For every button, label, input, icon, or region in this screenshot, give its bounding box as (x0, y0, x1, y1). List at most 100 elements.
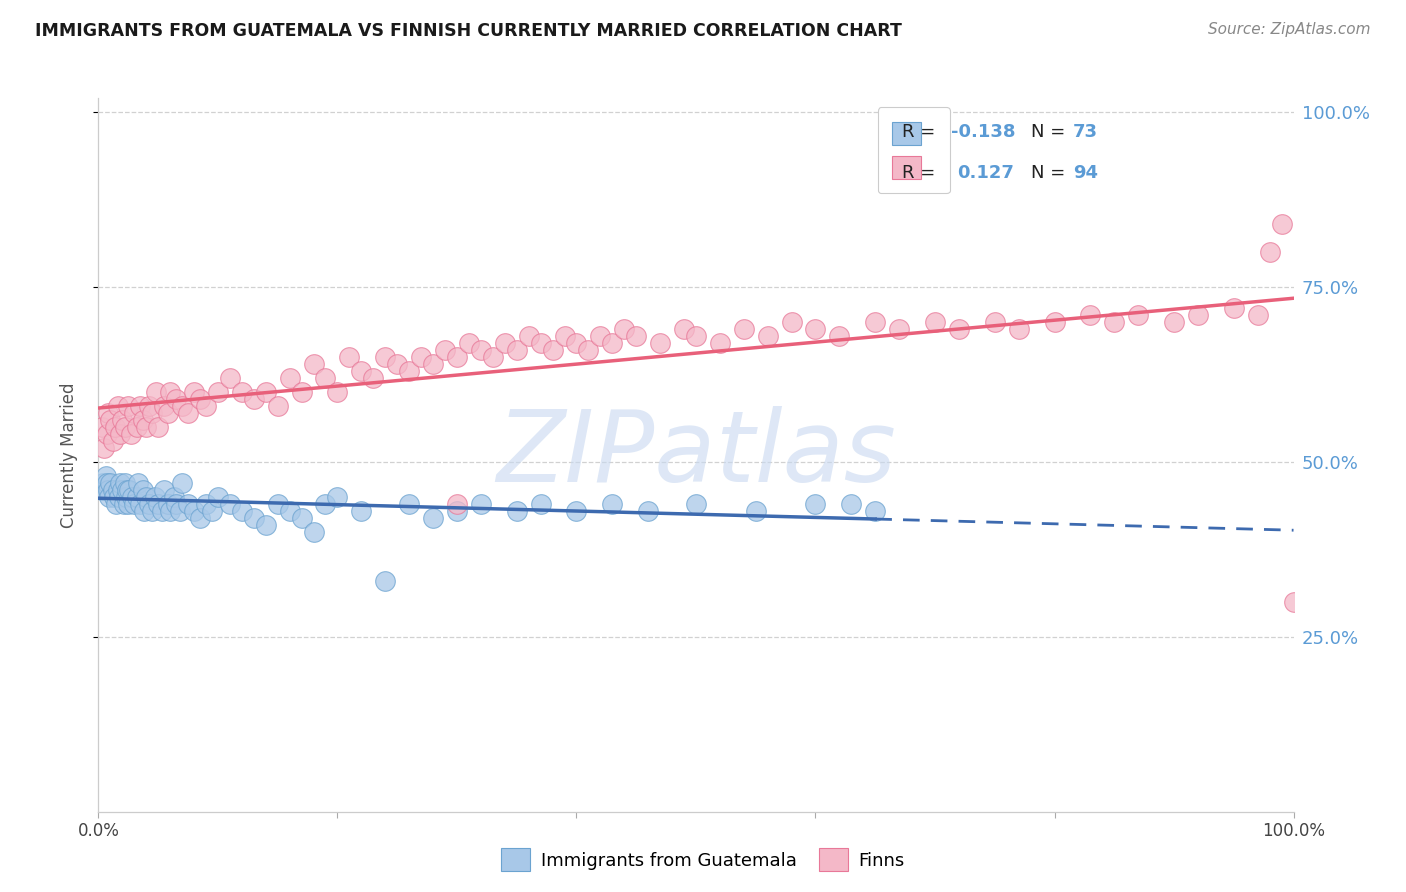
Point (648, 336, 672, 351)
Point (578, 343, 600, 357)
Point (129, 399, 152, 413)
Point (948, 322, 970, 336)
Point (97, 483, 120, 497)
Point (98, 490, 121, 504)
Point (363, 371, 385, 385)
Point (889, 322, 911, 336)
Point (446, 350, 468, 364)
Point (745, 504, 768, 518)
Point (422, 357, 444, 371)
Point (541, 343, 564, 357)
Point (804, 497, 827, 511)
Point (148, 497, 170, 511)
Point (302, 357, 325, 371)
Point (1104, 315, 1126, 329)
Point (124, 497, 146, 511)
Point (517, 329, 540, 343)
Point (125, 490, 148, 504)
Text: 0.127: 0.127 (957, 164, 1014, 182)
Text: -0.138: -0.138 (950, 123, 1015, 141)
Point (1128, 308, 1150, 322)
Point (177, 497, 200, 511)
Point (1080, 308, 1102, 322)
Point (101, 434, 124, 448)
Point (103, 490, 125, 504)
Point (254, 517, 277, 532)
Point (243, 511, 266, 525)
Point (326, 490, 349, 504)
Point (115, 490, 138, 504)
Point (91, 420, 114, 434)
Point (398, 497, 420, 511)
Point (398, 364, 420, 378)
Point (132, 504, 155, 518)
Point (267, 399, 290, 413)
Point (565, 504, 588, 518)
Point (626, 329, 648, 343)
Point (108, 475, 131, 490)
Point (924, 315, 946, 329)
Point (120, 426, 142, 441)
Point (165, 497, 187, 511)
Point (111, 483, 134, 497)
Text: N =: N = (1031, 164, 1071, 182)
Point (207, 490, 229, 504)
Point (1187, 308, 1209, 322)
Legend: , : , (877, 107, 950, 194)
Point (183, 504, 205, 518)
Point (201, 504, 224, 518)
Point (131, 413, 153, 427)
Point (98, 475, 122, 490)
Point (530, 336, 553, 351)
Point (984, 315, 1007, 329)
Point (98, 413, 122, 427)
Point (219, 497, 242, 511)
Point (374, 350, 396, 364)
Point (101, 483, 124, 497)
Point (105, 497, 128, 511)
Point (141, 504, 163, 518)
Point (685, 329, 707, 343)
Point (780, 315, 803, 329)
Point (326, 384, 349, 399)
Point (589, 329, 612, 343)
Point (231, 384, 253, 399)
Point (865, 315, 887, 329)
Point (411, 350, 433, 364)
Point (172, 475, 194, 490)
Point (506, 504, 529, 518)
Point (804, 322, 827, 336)
Point (602, 497, 624, 511)
Point (177, 406, 200, 420)
Point (156, 406, 179, 420)
Point (1271, 217, 1294, 231)
Point (93, 483, 115, 497)
Point (1008, 322, 1031, 336)
Point (117, 497, 139, 511)
Text: ZIPatlas: ZIPatlas (496, 407, 896, 503)
Text: R =: R = (903, 164, 941, 182)
Point (446, 497, 468, 511)
Point (138, 497, 160, 511)
Text: 94: 94 (1073, 164, 1098, 182)
Point (374, 574, 396, 588)
Legend: Immigrants from Guatemala, Finns: Immigrants from Guatemala, Finns (494, 841, 912, 879)
Point (733, 322, 755, 336)
Point (94, 469, 117, 483)
Point (278, 371, 301, 385)
Point (188, 511, 211, 525)
Point (828, 329, 851, 343)
Point (613, 322, 636, 336)
Point (385, 357, 409, 371)
Point (481, 350, 505, 364)
Point (145, 384, 167, 399)
Point (602, 336, 624, 351)
Point (104, 420, 127, 434)
Point (219, 371, 242, 385)
Point (1043, 315, 1066, 329)
Point (195, 497, 218, 511)
Point (506, 343, 529, 357)
Point (96, 475, 118, 490)
Text: N =: N = (1031, 123, 1071, 141)
Point (709, 336, 731, 351)
